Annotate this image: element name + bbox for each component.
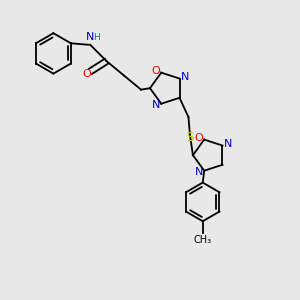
Text: H: H — [93, 33, 100, 42]
Text: CH₃: CH₃ — [194, 236, 212, 245]
Text: O: O — [82, 69, 91, 79]
Text: N: N — [181, 72, 189, 82]
Text: N: N — [152, 100, 160, 110]
Text: S: S — [187, 131, 194, 144]
Text: N: N — [195, 167, 203, 177]
Text: N: N — [224, 139, 232, 149]
Text: O: O — [194, 133, 203, 143]
Text: O: O — [152, 66, 160, 76]
Text: N: N — [86, 32, 94, 42]
